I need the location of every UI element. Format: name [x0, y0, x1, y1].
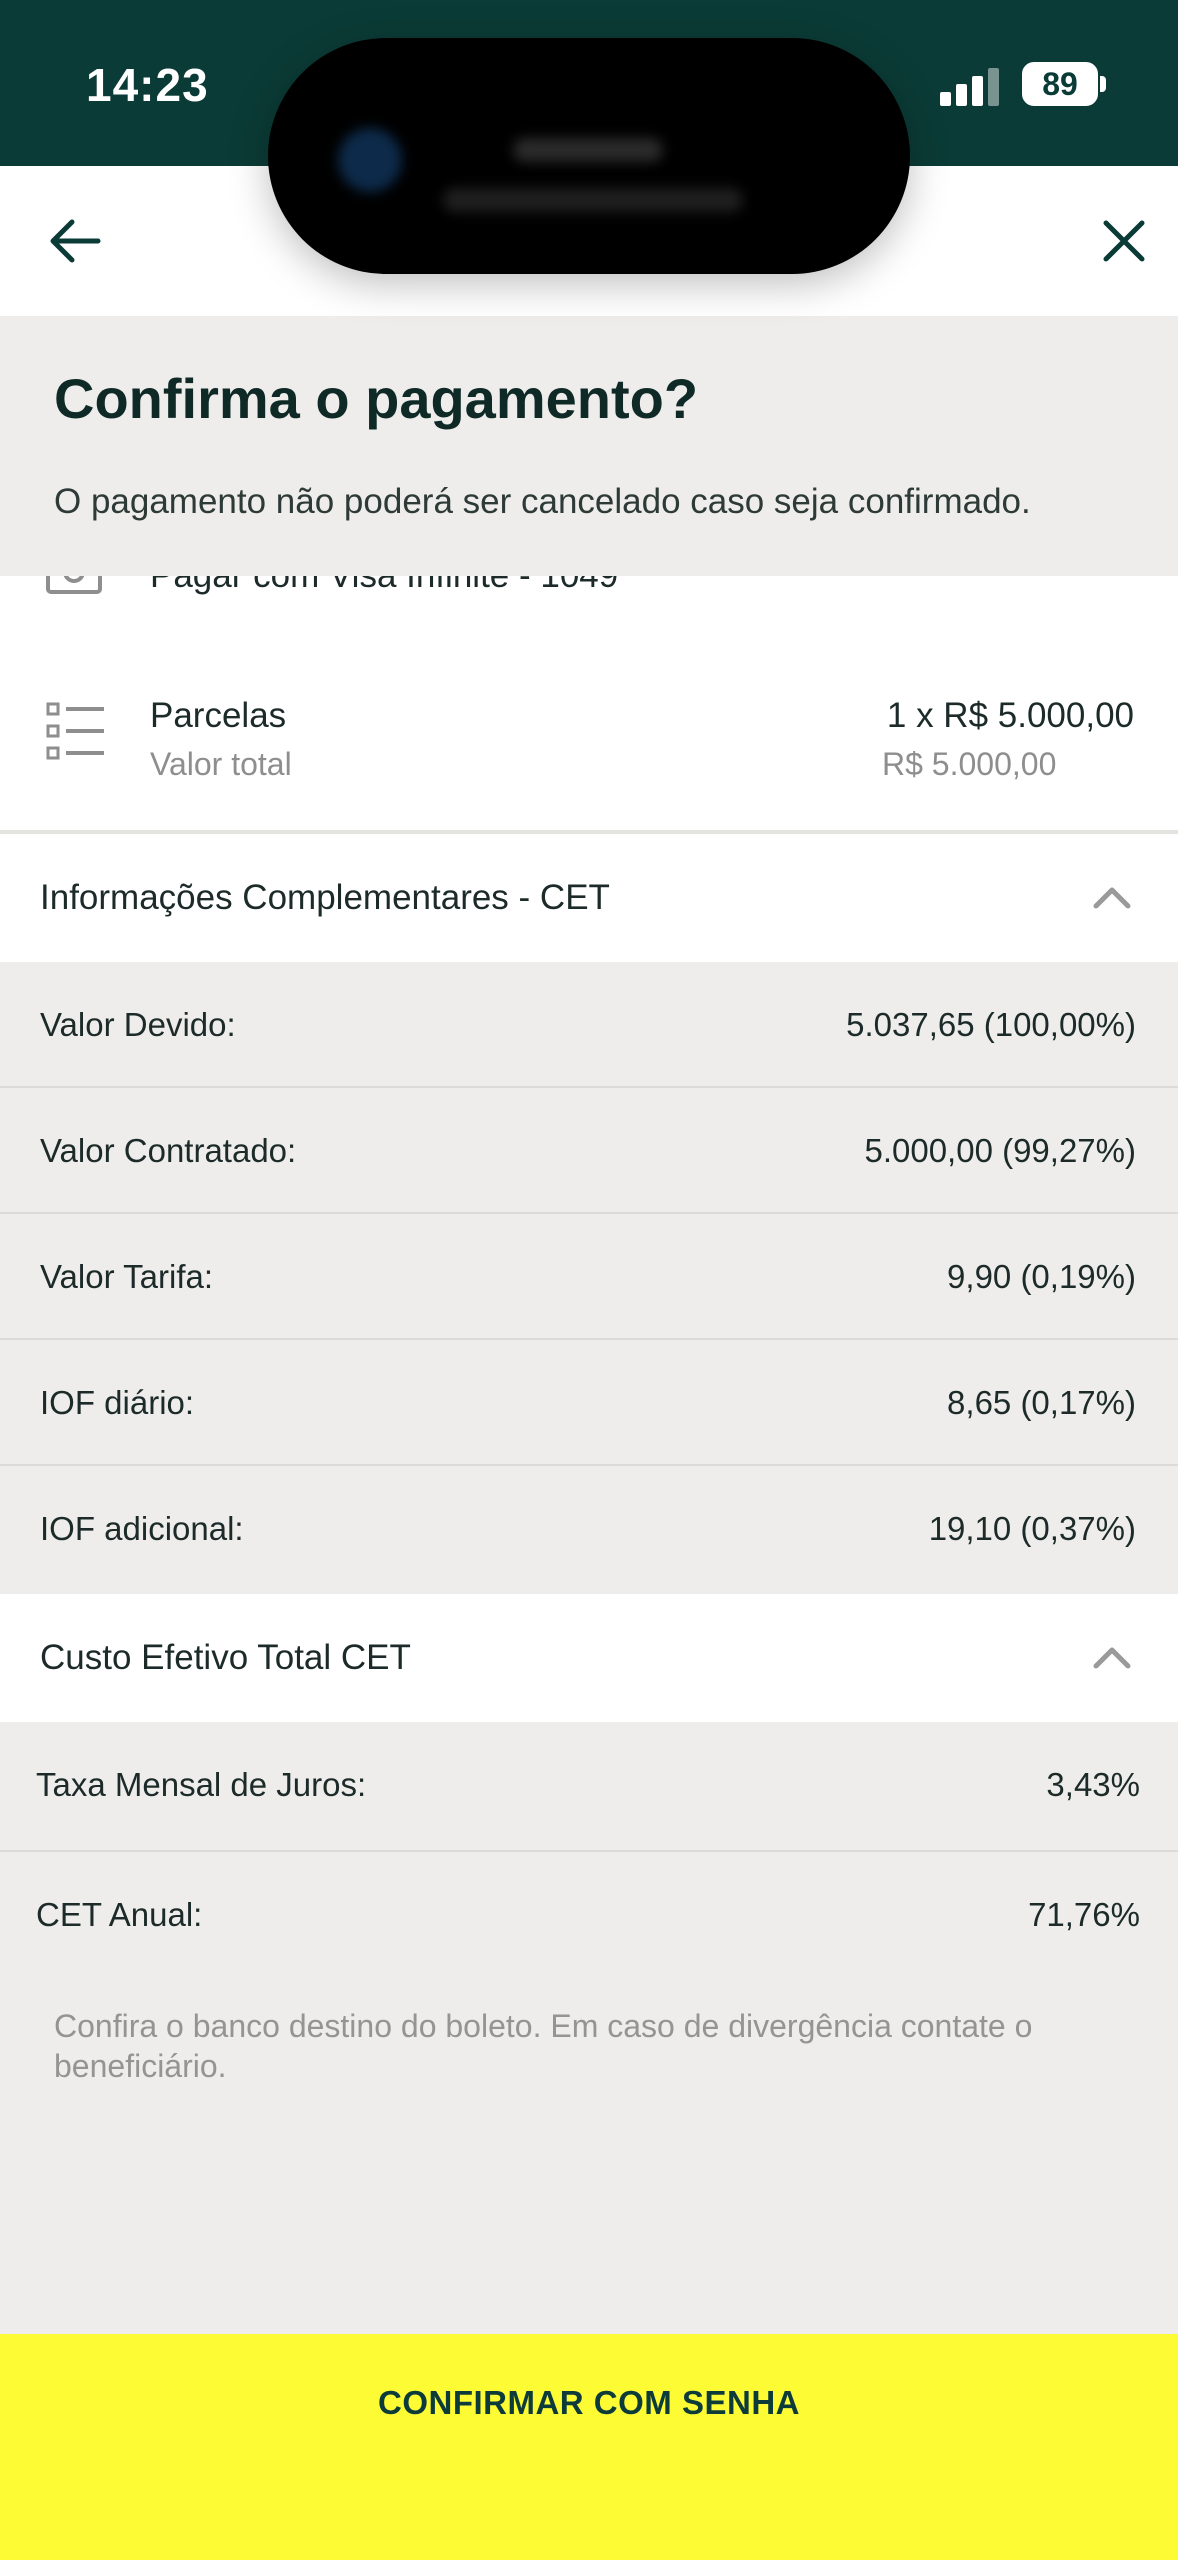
info-value: 5.037,65 (100,00%) [846, 1006, 1136, 1043]
back-button[interactable] [36, 201, 116, 281]
signal-icon [940, 66, 1004, 106]
info-label: CET Anual: [36, 1896, 203, 1933]
close-icon [1103, 220, 1145, 262]
info-row: Taxa Mensal de Juros: 3,43% [0, 1722, 1178, 1852]
notification-line [513, 138, 663, 162]
battery-icon: 89 [1022, 62, 1098, 106]
info-label: Valor Devido: [40, 1006, 236, 1043]
footnote: Confira o banco destino do boleto. Em ca… [54, 2008, 1033, 2084]
divider [0, 830, 1178, 834]
custo-section-toggle[interactable]: Custo Efetivo Total CET [0, 1594, 1178, 1722]
section-title: Informações Complementares - CET [40, 878, 610, 917]
info-value: 9,90 (0,19%) [947, 1258, 1136, 1295]
close-button[interactable] [1084, 201, 1164, 281]
status-time: 14:23 [86, 59, 209, 111]
info-row: Valor Contratado: 5.000,00 (99,27%) [0, 1088, 1178, 1214]
chevron-up-icon [1093, 887, 1131, 909]
arrow-left-icon [50, 219, 101, 263]
info-label: Valor Tarifa: [40, 1258, 214, 1295]
page-title: Confirma o pagamento? [54, 367, 699, 430]
list-icon [46, 702, 104, 760]
dynamic-island [268, 38, 910, 274]
payment-summary: Pagar com Visa Infinite - 1049 Parcelas … [0, 576, 1178, 832]
battery-tip [1100, 76, 1106, 92]
info-label: Valor Contratado: [40, 1132, 297, 1169]
notification-app-icon [338, 128, 402, 192]
confirm-button-label: CONFIRMAR COM SENHA [378, 2384, 800, 2421]
info-label: Taxa Mensal de Juros: [36, 1766, 367, 1803]
info-row: CET Anual: 71,76% [0, 1852, 1178, 1982]
info-value: 19,10 (0,37%) [928, 1510, 1136, 1547]
confirm-subtitle: O pagamento não poderá ser cancelado cas… [54, 482, 1031, 521]
parcelas-value: 1 x R$ 5.000,00 [886, 696, 1134, 735]
confirm-panel: Confirma o pagamento? O pagamento não po… [0, 316, 1178, 576]
cet-section-toggle[interactable]: Informações Complementares - CET [0, 834, 1178, 962]
total-value: R$ 5.000,00 [882, 746, 1057, 782]
info-label: IOF adicional: [40, 1510, 244, 1547]
info-value: 5.000,00 (99,27%) [864, 1132, 1136, 1169]
info-row: Valor Tarifa: 9,90 (0,19%) [0, 1214, 1178, 1340]
notification-line [443, 188, 743, 212]
payment-method-label: Pagar com Visa Infinite - 1049 [150, 576, 618, 596]
info-label: IOF diário: [40, 1384, 195, 1421]
parcelas-label: Parcelas [150, 696, 287, 735]
confirm-with-password-button[interactable]: CONFIRMAR COM SENHA [0, 2334, 1178, 2560]
info-row: Valor Devido: 5.037,65 (100,00%) [0, 962, 1178, 1088]
payment-method-row: Pagar com Visa Infinite - 1049 [0, 576, 1178, 616]
section-title: Custo Efetivo Total CET [40, 1638, 411, 1677]
card-icon [46, 576, 102, 594]
info-value: 3,43% [1046, 1766, 1140, 1803]
info-value: 71,76% [1028, 1896, 1140, 1933]
info-value: 8,65 (0,17%) [947, 1384, 1136, 1421]
chevron-up-icon [1093, 1647, 1131, 1669]
info-row: IOF diário: 8,65 (0,17%) [0, 1340, 1178, 1466]
info-row: IOF adicional: 19,10 (0,37%) [0, 1466, 1178, 1594]
total-label: Valor total [150, 746, 292, 782]
